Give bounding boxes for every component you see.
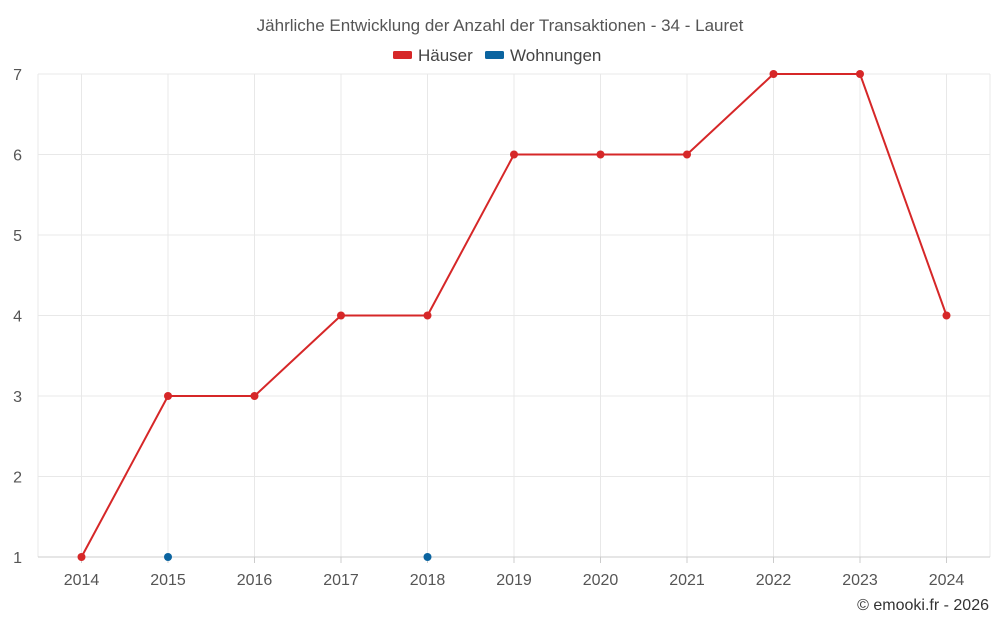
data-point[interactable] bbox=[942, 311, 951, 320]
x-tick-label: 2016 bbox=[237, 572, 273, 589]
y-tick-label: 6 bbox=[13, 148, 22, 165]
chart-title: Jährliche Entwicklung der Anzahl der Tra… bbox=[257, 16, 744, 35]
y-tick-label: 5 bbox=[13, 228, 22, 245]
data-point[interactable] bbox=[510, 150, 518, 159]
y-tick-label: 3 bbox=[13, 389, 22, 406]
legend-item[interactable]: Wohnungen bbox=[485, 46, 601, 65]
series-layer bbox=[77, 70, 951, 561]
legend-item[interactable]: Häuser bbox=[393, 46, 473, 65]
series-0 bbox=[77, 70, 951, 561]
x-tick-label: 2017 bbox=[323, 572, 359, 589]
y-tick-label: 4 bbox=[13, 309, 22, 326]
credit-text: © emooki.fr - 2026 bbox=[857, 597, 989, 614]
x-tick-label: 2015 bbox=[150, 572, 186, 589]
x-tick-label: 2023 bbox=[842, 572, 878, 589]
data-point[interactable] bbox=[337, 311, 345, 320]
data-point[interactable] bbox=[423, 553, 432, 561]
legend-swatch bbox=[485, 51, 504, 59]
data-point[interactable] bbox=[164, 392, 172, 400]
data-point[interactable] bbox=[423, 311, 432, 320]
y-tick-label: 2 bbox=[13, 470, 22, 487]
data-point[interactable] bbox=[769, 70, 778, 78]
x-tick-label: 2024 bbox=[929, 572, 965, 589]
x-tick-label: 2019 bbox=[496, 572, 532, 589]
x-tick-label: 2020 bbox=[583, 572, 619, 589]
x-tick-label: 2021 bbox=[669, 572, 705, 589]
legend-swatch bbox=[393, 51, 412, 59]
series-1 bbox=[164, 553, 432, 561]
data-point[interactable] bbox=[596, 150, 605, 159]
data-point[interactable] bbox=[164, 553, 172, 561]
x-tick-label: 2022 bbox=[756, 572, 792, 589]
data-point[interactable] bbox=[856, 70, 864, 78]
y-tick-label: 1 bbox=[13, 550, 22, 567]
x-tick-label: 2018 bbox=[410, 572, 446, 589]
data-point[interactable] bbox=[250, 392, 259, 400]
grid bbox=[37, 73, 991, 557]
data-point[interactable] bbox=[77, 553, 86, 561]
legend: Häuser Wohnungen bbox=[393, 46, 601, 65]
y-tick-label: 7 bbox=[13, 67, 22, 84]
legend-label: Wohnungen bbox=[510, 46, 601, 65]
legend-label: Häuser bbox=[418, 46, 473, 65]
x-tick-label: 2014 bbox=[64, 572, 100, 589]
data-point[interactable] bbox=[683, 150, 691, 159]
axes: 1 2 3 4 5 6 7 2014 2015 2016 2017 2018 2019 2020 2021 2… bbox=[13, 67, 990, 589]
